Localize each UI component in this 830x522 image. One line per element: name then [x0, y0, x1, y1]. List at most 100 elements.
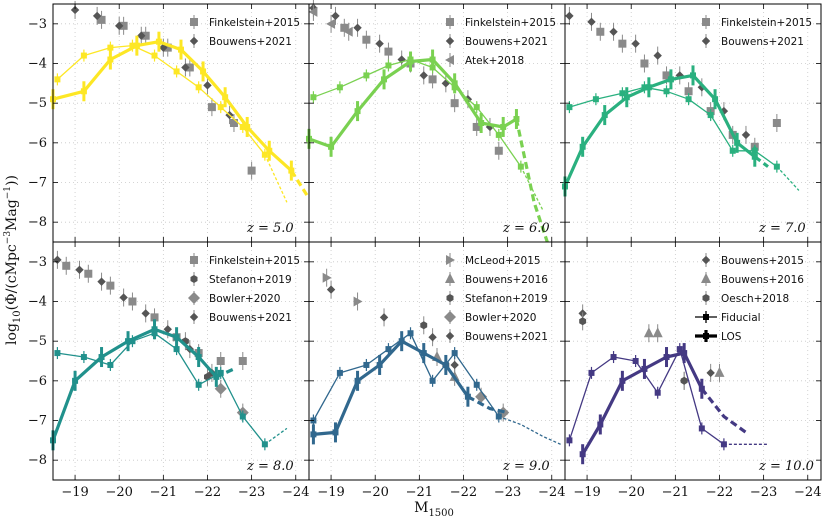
legend-marker [703, 314, 709, 320]
observation-point [326, 18, 336, 29]
x-tick-label: −23 [238, 485, 265, 500]
observation-point [420, 321, 428, 330]
model-point [336, 369, 343, 376]
model-point [261, 441, 268, 448]
model-point [712, 96, 719, 103]
observation-point [428, 333, 437, 342]
legend: Bouwens+2015 Bouwens+2016 Oesch+2018 Fiduci… [695, 253, 804, 343]
legend-marker [190, 256, 198, 264]
fiducial-curve-solid [313, 58, 522, 167]
model-point [328, 143, 335, 150]
los-curve-solid [52, 40, 293, 172]
x-tick-label: −24 [282, 485, 309, 500]
legend-marker [189, 312, 199, 322]
legend-label: Bouwens+2021 [209, 312, 292, 324]
model-point [266, 147, 273, 154]
observation-point [475, 390, 488, 403]
legend-marker [190, 18, 198, 26]
observation-point [207, 103, 216, 112]
legend-label: Fiducial [721, 312, 761, 324]
observation-point [384, 47, 393, 56]
model-point [473, 381, 480, 388]
x-tick-label: −23 [494, 485, 521, 500]
model-point [451, 80, 458, 87]
model-point [645, 84, 652, 91]
observation-point [697, 83, 707, 92]
model-point [173, 68, 180, 75]
model-point [623, 94, 630, 101]
observation-point [375, 39, 384, 48]
fiducial-curve-solid [568, 348, 725, 445]
model-point [195, 354, 202, 361]
legend-label: Finkelstein+2015 [209, 255, 300, 267]
observation-point [675, 71, 684, 80]
model-point [354, 108, 361, 115]
observation-point [119, 293, 128, 302]
model-point [129, 338, 136, 345]
model-point [376, 361, 383, 368]
legend-marker [703, 333, 709, 339]
legend-label: Bouwens+2015 [721, 255, 804, 267]
fiducial-curve-solid [57, 332, 266, 445]
model-point [592, 96, 599, 103]
model-point [773, 163, 780, 170]
fiducial-curve-solid [312, 332, 500, 421]
model-point [495, 131, 502, 138]
legend: Finkelstein+2015 Stefanon+2019 Bowler+2020… [188, 253, 300, 324]
observation-point [322, 272, 332, 283]
legend-label: Bouwens+2021 [721, 36, 804, 48]
model-point [354, 377, 361, 384]
x-tick-label: −19 [573, 485, 600, 500]
model-point [579, 451, 586, 458]
los-curve-solid [563, 73, 756, 188]
fiducial-curve-dashed [520, 166, 544, 211]
model-point [398, 338, 405, 345]
observation-series [565, 6, 751, 144]
legend-label: Oesch+2018 [721, 293, 789, 305]
y-tick-label: −8 [28, 453, 47, 468]
x-tick-label: −20 [361, 485, 388, 500]
fiducial-curve [54, 39, 288, 203]
legend-marker [702, 18, 710, 26]
model-point [685, 96, 692, 103]
legend-label: Bouwens+2021 [465, 331, 548, 343]
observation-point [128, 297, 137, 306]
los-curve-dashed [514, 118, 549, 243]
panels-layer: Finkelstein+2015 Bouwens+2021 z = 5.0 −3 −4 −… [28, 0, 822, 500]
fiducial-curve-solid [56, 44, 266, 156]
observation-point [163, 325, 172, 334]
model-point [442, 361, 449, 368]
model-point [72, 377, 79, 384]
model-point [336, 84, 343, 91]
model-point [676, 346, 683, 353]
observation-point [450, 360, 459, 370]
model-point [107, 44, 114, 51]
observation-point [119, 21, 128, 30]
legend-marker [446, 255, 455, 265]
observation-point [203, 81, 212, 90]
legend-label: Bouwens+2021 [465, 36, 548, 48]
observation-point [353, 23, 362, 32]
model-point [381, 76, 388, 83]
legend: Finkelstein+2015 Bouwens+2021 Atek+2018 [445, 15, 556, 67]
observation-series [643, 324, 725, 382]
x-tick-label: −20 [617, 485, 644, 500]
model-point [80, 88, 87, 95]
x-tick-label: −19 [317, 485, 344, 500]
model-point [663, 354, 670, 361]
observation-point [141, 309, 150, 318]
legend-marker [446, 294, 454, 302]
model-point [98, 354, 105, 361]
observation-point [379, 313, 389, 322]
observation-point [684, 87, 693, 96]
model-point [729, 147, 736, 154]
model-point [517, 163, 524, 170]
fiducial-curve-dashed [264, 427, 288, 445]
los-curve-dashed [700, 387, 747, 434]
model-point [195, 381, 202, 388]
observation-point [741, 130, 751, 140]
observation-point [84, 269, 93, 278]
model-point [151, 326, 158, 333]
observation-point [106, 281, 115, 290]
legend-marker [188, 292, 200, 304]
